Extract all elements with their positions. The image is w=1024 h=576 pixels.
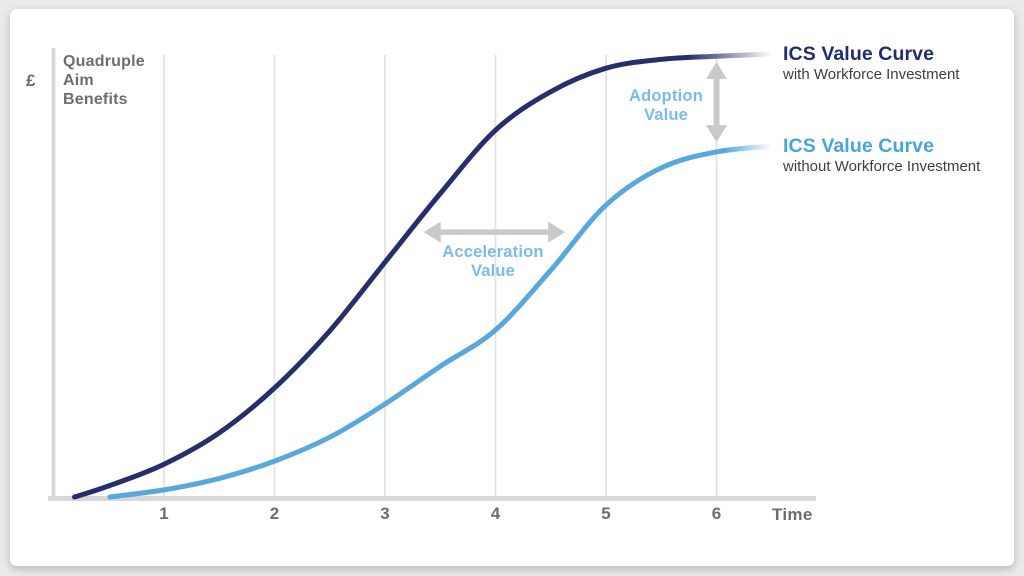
y-axis-title-line: Benefits bbox=[63, 91, 128, 108]
curve-without-investment bbox=[107, 143, 775, 500]
x-tick-label-6: 6 bbox=[711, 504, 722, 523]
chart-card bbox=[10, 9, 1014, 566]
adoption-value-line: Adoption bbox=[629, 87, 703, 105]
y-axis-currency-label: £ bbox=[26, 71, 36, 90]
x-tick-label-1: 1 bbox=[159, 504, 169, 523]
acceleration-value-arrow bbox=[423, 221, 566, 243]
legend-with-investment-title: ICS Value Curve bbox=[783, 43, 935, 65]
acceleration-value-line: Acceleration bbox=[442, 243, 544, 261]
adoption-value-line: Value bbox=[643, 105, 689, 124]
x-tick-label-5: 5 bbox=[601, 504, 611, 523]
acceleration-value-line: Value bbox=[470, 261, 516, 280]
y-axis-title: Quadruple Aim Benefits bbox=[63, 52, 145, 109]
x-axis-title: Time bbox=[772, 505, 813, 524]
legend-without-investment: ICS Value Curve without Workforce Invest… bbox=[783, 136, 1018, 176]
legend-with-investment: ICS Value Curve with Workforce Investmen… bbox=[783, 44, 1018, 84]
legend-with-investment-subtitle: with Workforce Investment bbox=[783, 66, 960, 83]
curve-with-investment bbox=[72, 51, 775, 500]
adoption-value-arrow bbox=[706, 61, 727, 143]
acceleration-value-annotation: Acceleration Value bbox=[420, 243, 566, 280]
legend-without-investment-subtitle: without Workforce Investment bbox=[783, 158, 981, 175]
x-tick-label-3: 3 bbox=[380, 504, 390, 523]
adoption-value-annotation: Adoption Value bbox=[604, 87, 728, 124]
y-axis-title-line: Aim bbox=[63, 72, 94, 89]
legend-without-investment-title: ICS Value Curve bbox=[783, 135, 935, 157]
x-tick-label-4: 4 bbox=[490, 504, 501, 523]
y-axis-title-line: Quadruple bbox=[63, 53, 145, 70]
x-tick-label-2: 2 bbox=[269, 504, 280, 523]
